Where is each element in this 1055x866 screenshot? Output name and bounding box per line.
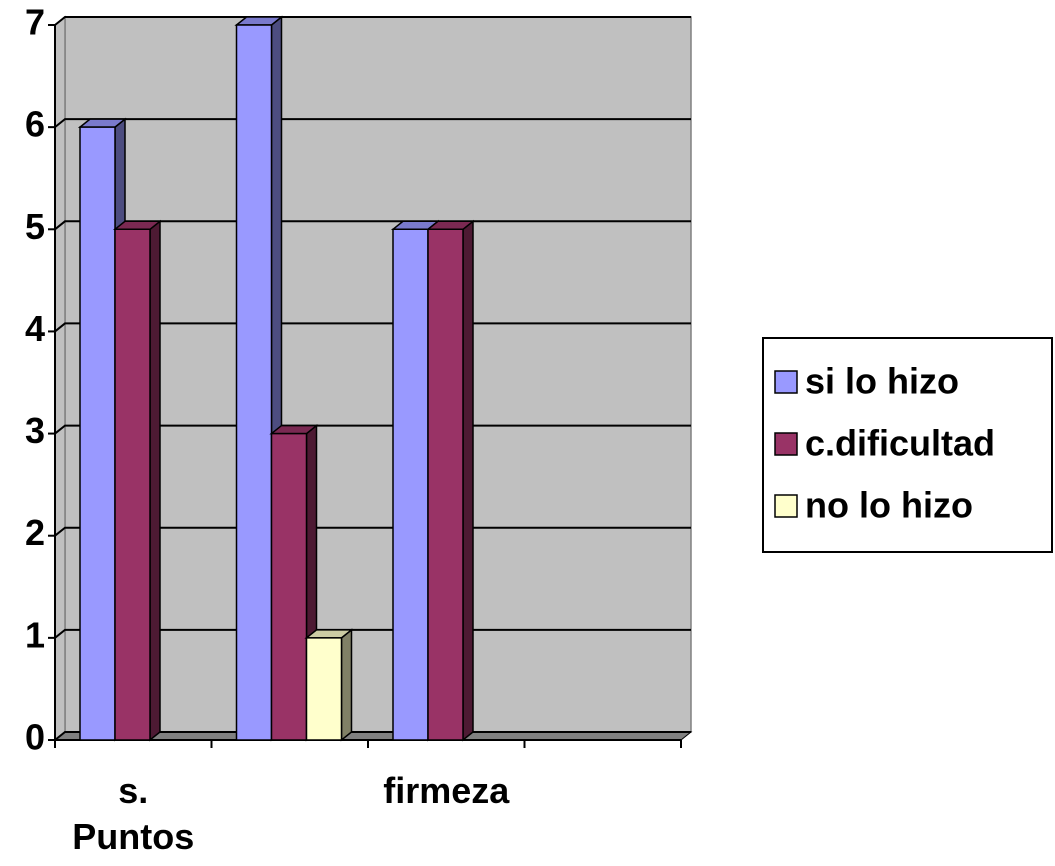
bar-front [79,126,116,741]
y-tick-label: 1 [25,614,45,655]
legend-label: no lo hizo [805,485,973,526]
legend-swatch [774,370,798,394]
y-tick-label: 2 [25,512,45,553]
bar-front [305,637,343,741]
y-tick-label: 7 [25,2,45,43]
bar-front [392,228,429,741]
legend-swatch [774,432,798,456]
bar-side [462,219,474,742]
legend-label: si lo hizo [805,361,959,402]
bar [112,219,163,742]
bar-side [340,628,353,742]
grid-line [54,526,691,537]
y-tick-label: 0 [25,717,45,758]
grid-line [54,220,691,231]
bar-front [235,24,273,741]
legend-label: c.dificultad [805,423,995,464]
bar-side [149,219,161,742]
bar-front [427,228,464,741]
x-tick-label: firmeza [383,770,510,811]
bar [304,628,354,742]
y-tick-label: 5 [25,206,45,247]
y-tick-label: 3 [25,410,45,451]
legend-box [762,337,1053,553]
grid-line [54,731,691,741]
y-tick-label: 6 [25,104,45,145]
grid-line [54,424,691,435]
grid-line [54,322,691,333]
bar-front [114,228,151,741]
bar [425,219,476,742]
grid-line [54,118,691,128]
grid-line [54,628,691,639]
bar-front [270,432,308,741]
y-tick-label: 4 [25,308,45,349]
x-tick-label: s. Puntos [72,770,195,857]
grid-line [54,16,691,26]
legend-swatch [774,494,798,518]
